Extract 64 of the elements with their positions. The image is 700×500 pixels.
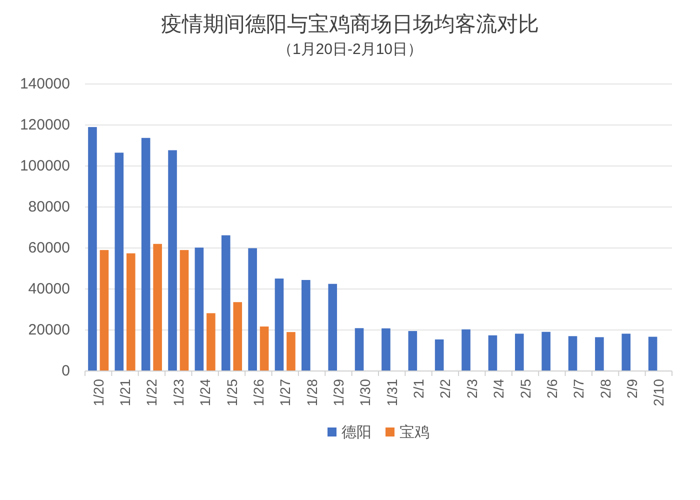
x-tick-label: 1/30 <box>357 378 374 406</box>
y-tick-label: 20000 <box>28 322 70 338</box>
bar <box>180 250 189 371</box>
bar <box>542 332 550 371</box>
x-tick-label: 2/4 <box>490 378 507 398</box>
bar <box>328 284 338 371</box>
x-tick-label: 2/9 <box>624 378 640 398</box>
bar <box>126 253 136 371</box>
y-tick-label: 60000 <box>28 240 70 256</box>
x-tick-label: 1/22 <box>144 378 160 406</box>
y-tick-label: 80000 <box>28 198 70 216</box>
bar <box>434 339 444 371</box>
x-tick-label: 1/24 <box>197 378 214 406</box>
chart-title: 疫情期间德阳与宝鸡商场日场均客流对比 <box>161 12 539 36</box>
x-tick-label: 1/29 <box>330 378 346 406</box>
x-tick-label: 1/27 <box>277 378 294 406</box>
bar <box>153 244 162 371</box>
x-tick-label: 2/3 <box>464 378 480 398</box>
x-tick-label: 2/8 <box>597 378 614 398</box>
bar <box>488 335 498 371</box>
y-tick-label: 0 <box>62 362 70 380</box>
bar <box>462 329 470 371</box>
bar <box>302 280 310 371</box>
legend-label: 德阳 <box>342 424 372 440</box>
bar <box>114 152 124 371</box>
y-tick-label: 100000 <box>20 158 70 174</box>
x-tick-label: 2/5 <box>517 378 534 398</box>
bar <box>194 248 204 371</box>
legend-label: 宝鸡 <box>400 424 430 440</box>
bar <box>260 326 269 371</box>
bar <box>286 332 296 371</box>
bar <box>408 331 418 371</box>
x-tick-label: 1/31 <box>384 378 400 406</box>
x-tick-label: 2/7 <box>570 378 587 398</box>
x-tick-label: 2/6 <box>544 378 560 398</box>
x-tick-label: 1/21 <box>117 378 134 406</box>
x-tick-label: 2/10 <box>650 378 667 406</box>
bar <box>248 248 257 371</box>
chart-subtitle: （1月20日-2月10日） <box>277 40 423 58</box>
bar <box>88 127 97 371</box>
bar <box>595 337 604 371</box>
bar <box>206 313 216 371</box>
y-tick-label: 120000 <box>20 116 70 134</box>
bar <box>382 328 390 371</box>
x-tick-label: 1/20 <box>90 378 106 406</box>
y-tick-label: 40000 <box>28 280 70 298</box>
x-tick-label: 1/28 <box>304 378 320 406</box>
x-tick-label: 1/23 <box>170 378 186 406</box>
bar <box>514 334 524 371</box>
bar <box>648 336 658 371</box>
bar <box>141 138 150 371</box>
bar <box>274 278 284 371</box>
bar <box>221 235 230 371</box>
bar <box>233 302 242 371</box>
x-tick-label: 2/2 <box>437 378 454 398</box>
bar <box>622 334 631 371</box>
bar <box>354 328 364 371</box>
bar <box>100 250 109 371</box>
x-tick-label: 1/26 <box>250 378 266 406</box>
bar <box>568 336 578 371</box>
bar <box>168 150 177 371</box>
x-tick-label: 1/25 <box>224 378 240 406</box>
y-tick-label: 140000 <box>20 76 70 92</box>
x-tick-label: 2/1 <box>410 378 427 398</box>
